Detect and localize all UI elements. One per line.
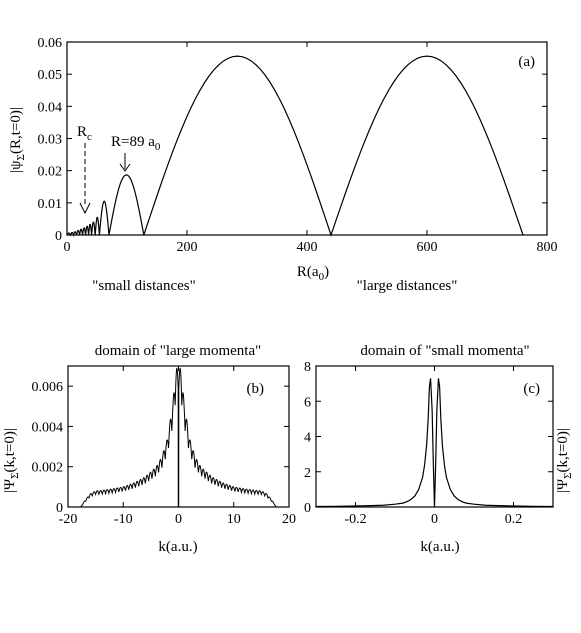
- panel-a-label: (a): [518, 54, 535, 70]
- panel-b-y-tick-label: 0.006: [32, 380, 64, 395]
- panel-b-y-ticks: 0 0.002 0.004 0.006: [32, 380, 289, 516]
- panel-a-y-tick-label: 0.05: [38, 68, 63, 83]
- panel-c-x-ticks: -0.2 0 0.2: [344, 366, 522, 527]
- panel-a-y-tick-label: 0: [55, 229, 62, 244]
- panel-a-x-tick-label: 0: [64, 240, 71, 255]
- panel-a-x-axis-label: R(a0): [297, 264, 329, 283]
- panel-b-y-tick-label: 0.004: [32, 420, 64, 435]
- region-label-small-distances: "small distances": [92, 278, 195, 294]
- panel-c-y-tick-label: 4: [304, 431, 311, 446]
- panel-b-curve: [68, 367, 289, 508]
- panel-b-x-tick-label: 10: [227, 512, 241, 527]
- panel-b-y-axis-label-group: |ΨΣ(k,t=0)|: [2, 428, 21, 493]
- panel-c: domain of "small momenta" -0.2 0 0.2 0 2 4 6 8…: [304, 343, 574, 555]
- panel-c-y-axis-label-group: |ΨΣ(k,t=0)|: [555, 428, 574, 493]
- panel-b-x-tick-label: 0: [175, 512, 182, 527]
- panel-a-x-ticks: 0 200 400 600 800: [64, 42, 558, 255]
- panel-b: domain of "large momenta" -20 -10 0 10 20 00…: [2, 343, 296, 555]
- annotation-rc: Rc: [77, 124, 92, 143]
- panel-c-x-tick-label: 0: [431, 512, 438, 527]
- panel-c-y-tick-label: 2: [304, 466, 311, 481]
- panel-b-y-tick-label: 0: [56, 501, 63, 516]
- panel-a-x-tick-label: 200: [177, 240, 198, 255]
- panel-c-y-axis-label: |ΨΣ(k,t=0)|: [555, 428, 574, 493]
- panel-a-y-axis-label: |ψΣ(R,t=0)|: [8, 107, 27, 173]
- panel-c-y-tick-label: 8: [304, 360, 311, 375]
- panel-c-y-tick-label: 6: [304, 395, 311, 410]
- panel-b-x-tick-label: -20: [59, 512, 78, 527]
- panel-c-x-tick-label: 0.2: [505, 512, 523, 527]
- panel-a-y-ticks: 0 0.01 0.02 0.03 0.04 0.05 0.06: [38, 36, 547, 244]
- region-label-large-distances: "large distances": [357, 278, 458, 294]
- panel-b-x-axis-label: k(a.u.): [158, 539, 197, 555]
- panel-b-y-tick-label: 0.002: [32, 461, 64, 476]
- panel-a-x-tick-label: 800: [537, 240, 558, 255]
- panel-b-title: domain of "large momenta": [95, 343, 262, 359]
- panel-c-y-ticks: 0 2 4 6 8: [304, 360, 553, 516]
- panel-a-x-tick-label: 600: [417, 240, 438, 255]
- panel-a-y-tick-label: 0.03: [38, 133, 63, 148]
- panel-a-y-tick-label: 0.02: [38, 165, 63, 180]
- panel-b-y-axis-label: |ΨΣ(k,t=0)|: [2, 428, 21, 493]
- annotation-peak-arrow-head: [119, 163, 131, 172]
- panel-c-label: (c): [523, 381, 540, 397]
- panel-a-y-axis-label-group: |ψΣ(R,t=0)|: [8, 107, 27, 173]
- panel-c-x-axis-label: k(a.u.): [420, 539, 459, 555]
- panel-c-title: domain of "small momenta": [360, 343, 529, 359]
- panel-a-curve: [66, 55, 524, 237]
- panel-b-x-tick-label: -10: [114, 512, 133, 527]
- annotation-rc-arrow-head: [79, 202, 91, 215]
- panel-c-y-tick-label: 0: [304, 501, 311, 516]
- panel-a-x-tick-label: 400: [297, 240, 318, 255]
- panel-c-curve: [315, 378, 554, 508]
- annotation-peak: R=89 a0: [111, 134, 161, 153]
- panel-a-y-tick-label: 0.04: [38, 100, 63, 115]
- panel-a-y-tick-label: 0.01: [38, 197, 63, 212]
- panel-b-label: (b): [247, 381, 265, 397]
- panel-a: 0 200 400 600 800 00.010.020.030.040.050.06 …: [8, 36, 558, 294]
- panel-b-x-ticks: -20 -10 0 10 20: [59, 366, 296, 527]
- panel-c-x-tick-label: -0.2: [344, 512, 366, 527]
- panel-b-x-tick-label: 20: [282, 512, 296, 527]
- panel-a-y-tick-label: 0.06: [38, 36, 63, 51]
